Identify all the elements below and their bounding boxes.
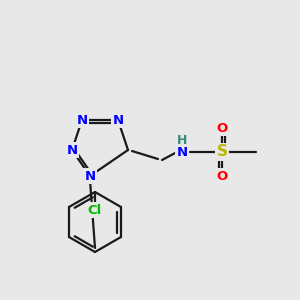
Text: N: N <box>176 146 188 160</box>
Text: N: N <box>84 169 96 182</box>
Text: H: H <box>177 134 187 148</box>
Text: O: O <box>216 122 228 134</box>
Text: N: N <box>112 113 124 127</box>
Text: S: S <box>217 145 227 160</box>
Text: N: N <box>66 143 78 157</box>
Text: Cl: Cl <box>88 203 102 217</box>
Text: O: O <box>216 169 228 182</box>
Text: N: N <box>76 113 88 127</box>
